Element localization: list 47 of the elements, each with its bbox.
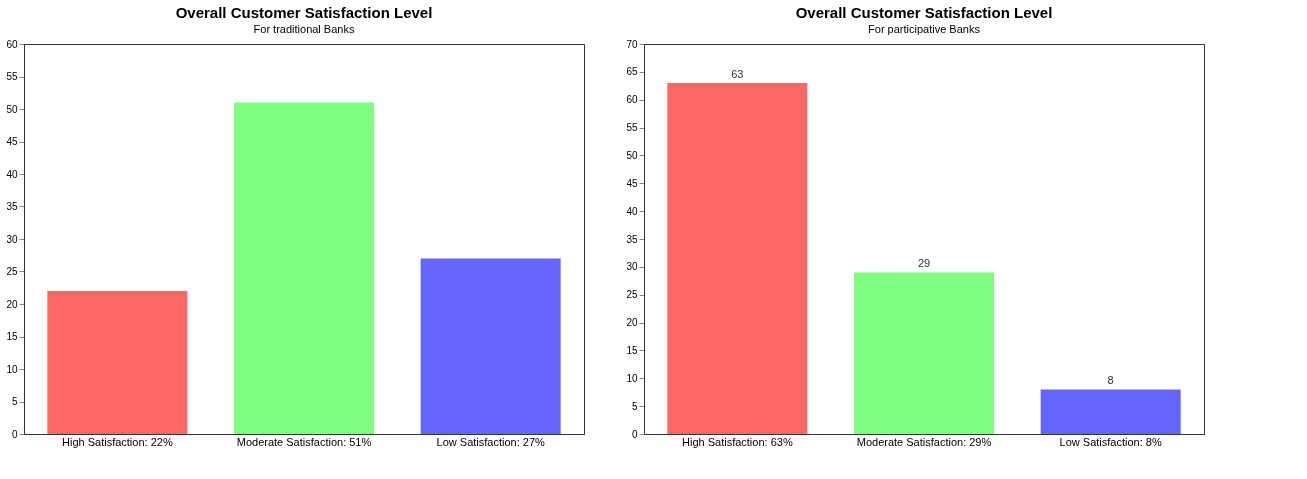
chart-title: Overall Customer Satisfaction Level (175, 4, 433, 21)
y-tick-label: 0 (631, 428, 638, 440)
y-tick-label: 50 (626, 149, 638, 161)
x-tick-label: Low Satisfaction: 27% (436, 435, 545, 448)
y-tick-label: 60 (6, 38, 18, 50)
y-tick-label: 35 (6, 201, 18, 212)
y-tick-label: 20 (6, 298, 18, 310)
y-tick-label: 25 (6, 266, 18, 277)
y-tick-label: 5 (631, 400, 638, 412)
data-label: 8 (1107, 374, 1114, 387)
y-tick-label: 30 (626, 261, 638, 273)
y-tick-label: 60 (626, 94, 638, 106)
y-tick-label: 40 (626, 205, 638, 217)
chart-subtitle: For traditional Banks (253, 23, 355, 35)
data-label: 63 (731, 68, 744, 80)
y-tick-label: 10 (626, 372, 638, 384)
x-tick-label: High Satisfaction: 63% (682, 435, 793, 448)
y-tick-label: 55 (626, 122, 638, 134)
y-tick-label: 65 (626, 66, 638, 78)
y-tick-label: 0 (11, 428, 18, 440)
y-tick-label: 15 (6, 331, 18, 342)
x-tick-label: Moderate Satisfaction: 29% (856, 435, 992, 448)
y-tick-label: 10 (6, 363, 18, 375)
y-tick-label: 25 (626, 289, 638, 301)
y-tick-label: 35 (626, 233, 638, 245)
bar (47, 291, 188, 434)
bar (1040, 389, 1181, 434)
bar (854, 272, 994, 434)
y-tick-label: 50 (6, 103, 18, 115)
y-tick-label: 30 (6, 233, 18, 245)
x-tick-label: Moderate Satisfaction: 51% (236, 435, 372, 448)
y-tick-label: 45 (626, 177, 638, 189)
bar (420, 258, 561, 434)
y-tick-label: 15 (626, 344, 638, 356)
y-tick-label: 5 (11, 396, 18, 407)
y-tick-label: 45 (6, 136, 18, 147)
y-tick-label: 55 (6, 71, 18, 82)
data-label: 29 (917, 257, 931, 270)
bar (667, 83, 808, 434)
x-tick-label: High Satisfaction: 22% (62, 435, 173, 448)
y-tick-label: 40 (6, 168, 18, 180)
x-tick-label: Low Satisfaction: 8% (1059, 435, 1162, 448)
chart-subtitle: For participative Banks (868, 23, 981, 35)
bar (234, 102, 374, 434)
y-tick-label: 70 (626, 38, 638, 50)
chart-title: Overall Customer Satisfaction Level (795, 4, 1053, 21)
y-tick-label: 20 (626, 317, 638, 329)
